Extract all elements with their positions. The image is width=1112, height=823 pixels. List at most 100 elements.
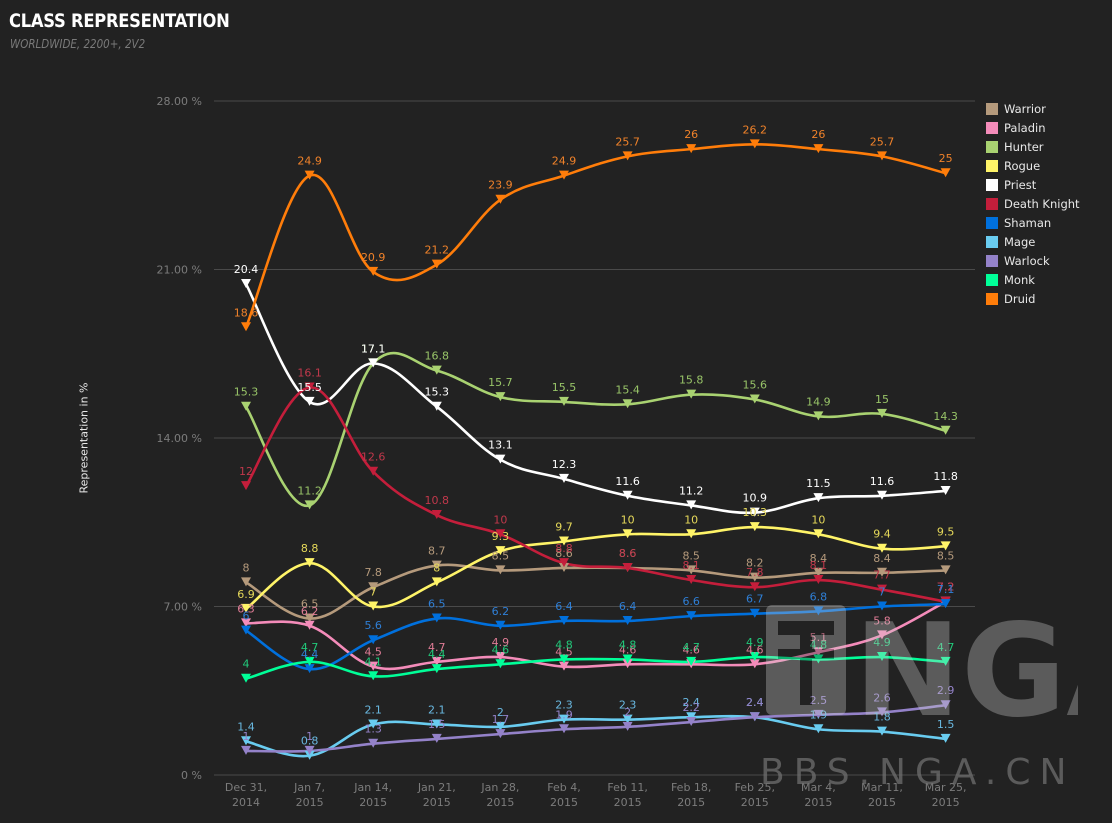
- data-point-rogue[interactable]: [686, 529, 697, 539]
- data-point-druid[interactable]: [749, 139, 760, 149]
- data-point-hunter[interactable]: [940, 425, 951, 435]
- legend-item-warrior[interactable]: Warrior: [986, 99, 1080, 118]
- data-point-rogue[interactable]: [431, 577, 442, 587]
- data-point-priest[interactable]: [622, 490, 633, 500]
- data-point-mage[interactable]: [940, 733, 951, 743]
- data-point-shaman[interactable]: [940, 599, 951, 609]
- data-point-monk[interactable]: [686, 656, 697, 666]
- data-point-shaman[interactable]: [431, 613, 442, 623]
- data-point-priest[interactable]: [813, 493, 824, 503]
- data-point-hunter[interactable]: [495, 392, 506, 402]
- legend-item-priest[interactable]: Priest: [986, 175, 1080, 194]
- legend-item-mage[interactable]: Mage: [986, 232, 1080, 251]
- data-point-druid[interactable]: [813, 144, 824, 154]
- data-point-mage[interactable]: [813, 724, 824, 734]
- data-point-death-knight[interactable]: [749, 582, 760, 592]
- data-point-rogue[interactable]: [749, 522, 760, 532]
- legend-item-hunter[interactable]: Hunter: [986, 137, 1080, 156]
- data-point-warrior[interactable]: [304, 613, 315, 623]
- data-point-monk[interactable]: [559, 654, 569, 664]
- data-point-priest[interactable]: [304, 396, 315, 406]
- data-point-death-knight[interactable]: [241, 481, 251, 491]
- data-point-rogue[interactable]: [304, 558, 315, 568]
- legend-item-paladin[interactable]: Paladin: [986, 118, 1080, 137]
- data-point-paladin[interactable]: [431, 656, 442, 666]
- data-point-death-knight[interactable]: [368, 466, 379, 476]
- data-point-monk[interactable]: [495, 659, 506, 669]
- data-point-warlock[interactable]: [622, 721, 633, 731]
- data-point-paladin[interactable]: [495, 652, 506, 662]
- data-point-warlock[interactable]: [368, 738, 379, 748]
- data-point-mage[interactable]: [495, 721, 506, 731]
- data-point-hunter[interactable]: [241, 401, 251, 411]
- data-point-shaman[interactable]: [495, 620, 506, 630]
- data-point-druid[interactable]: [622, 151, 633, 161]
- data-point-monk[interactable]: [241, 673, 251, 683]
- data-point-hunter[interactable]: [622, 399, 633, 409]
- data-point-warlock[interactable]: [431, 733, 442, 743]
- data-point-mage[interactable]: [304, 750, 315, 760]
- data-point-druid[interactable]: [495, 194, 506, 204]
- legend-item-death-knight[interactable]: Death Knight: [986, 194, 1080, 213]
- data-point-monk[interactable]: [368, 671, 379, 681]
- data-point-warlock[interactable]: [304, 745, 315, 755]
- data-point-priest[interactable]: [877, 490, 887, 500]
- data-point-paladin[interactable]: [877, 630, 887, 640]
- data-point-druid[interactable]: [940, 168, 951, 178]
- data-point-hunter[interactable]: [304, 500, 315, 510]
- data-point-mage[interactable]: [877, 726, 887, 736]
- data-point-warrior[interactable]: [559, 562, 569, 572]
- data-point-death-knight[interactable]: [877, 584, 887, 594]
- data-point-warrior[interactable]: [940, 565, 951, 575]
- data-point-shaman[interactable]: [813, 606, 824, 616]
- data-point-warrior[interactable]: [877, 567, 887, 577]
- data-point-hunter[interactable]: [559, 396, 569, 406]
- data-point-warrior[interactable]: [813, 567, 824, 577]
- data-point-druid[interactable]: [686, 144, 697, 154]
- data-point-shaman[interactable]: [304, 664, 315, 674]
- data-point-priest[interactable]: [686, 500, 697, 510]
- data-point-warlock[interactable]: [686, 717, 697, 727]
- data-point-warlock[interactable]: [940, 700, 951, 710]
- data-point-priest[interactable]: [559, 473, 569, 483]
- data-point-rogue[interactable]: [368, 601, 379, 611]
- data-point-paladin[interactable]: [749, 659, 760, 669]
- data-point-death-knight[interactable]: [559, 558, 569, 568]
- data-point-shaman[interactable]: [749, 608, 760, 618]
- data-point-paladin[interactable]: [813, 647, 824, 657]
- data-point-hunter[interactable]: [686, 389, 697, 399]
- data-point-rogue[interactable]: [813, 529, 824, 539]
- data-point-paladin[interactable]: [304, 620, 315, 630]
- data-point-druid[interactable]: [431, 259, 442, 269]
- data-point-paladin[interactable]: [559, 661, 569, 671]
- legend-item-druid[interactable]: Druid: [986, 289, 1080, 308]
- data-point-shaman[interactable]: [241, 625, 251, 635]
- data-point-priest[interactable]: [495, 454, 506, 464]
- data-point-druid[interactable]: [368, 266, 379, 276]
- data-point-warlock[interactable]: [877, 707, 887, 717]
- data-point-rogue[interactable]: [622, 529, 633, 539]
- data-point-mage[interactable]: [686, 712, 697, 722]
- data-point-warrior[interactable]: [749, 572, 760, 582]
- data-point-warrior[interactable]: [241, 577, 251, 587]
- data-point-priest[interactable]: [241, 278, 251, 288]
- data-point-druid[interactable]: [877, 151, 887, 161]
- data-point-paladin[interactable]: [241, 618, 251, 628]
- data-point-druid[interactable]: [559, 170, 569, 180]
- data-point-rogue[interactable]: [241, 603, 251, 613]
- data-point-paladin[interactable]: [622, 659, 633, 669]
- data-point-warrior[interactable]: [686, 565, 697, 575]
- data-point-warlock[interactable]: [749, 712, 760, 722]
- data-point-mage[interactable]: [241, 736, 251, 746]
- data-point-monk[interactable]: [813, 654, 824, 664]
- data-point-monk[interactable]: [304, 656, 315, 666]
- data-point-priest[interactable]: [749, 507, 760, 517]
- data-point-warlock[interactable]: [559, 724, 569, 734]
- data-point-monk[interactable]: [940, 656, 951, 666]
- data-point-hunter[interactable]: [877, 408, 887, 418]
- data-point-paladin[interactable]: [368, 661, 379, 671]
- data-point-monk[interactable]: [749, 652, 760, 662]
- data-point-death-knight[interactable]: [813, 575, 824, 585]
- data-point-priest[interactable]: [940, 485, 951, 495]
- data-point-rogue[interactable]: [495, 546, 506, 556]
